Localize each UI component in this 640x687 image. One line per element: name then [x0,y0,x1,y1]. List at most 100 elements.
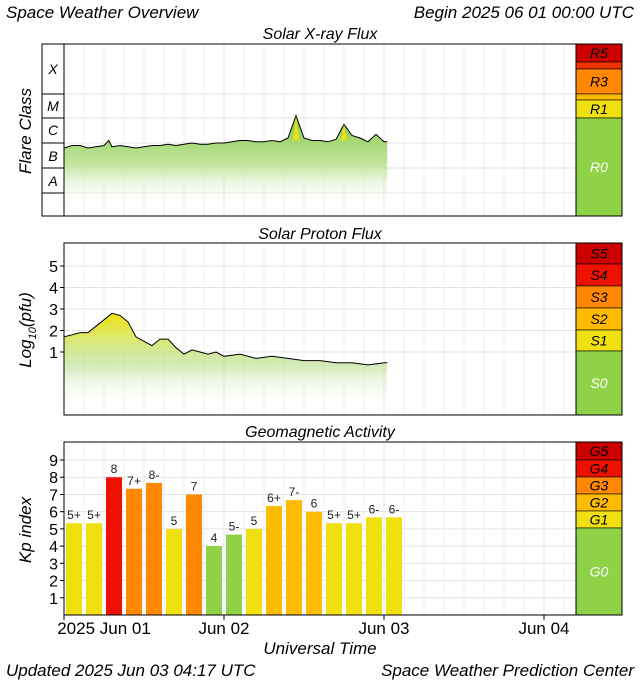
xray-class-label: B [48,148,57,164]
proton-ylabel: Log10(pfu) [16,292,39,368]
kp-bar [326,523,342,615]
xray-class-label: C [48,122,59,138]
kp-bar-label: 6- [389,502,400,516]
kp-bar [186,494,202,615]
proton-flux-area [64,313,388,408]
proton-ytick-label: 3 [49,302,58,319]
kp-bar-label: 4 [211,531,218,545]
xray-scale-r0 [575,117,623,217]
proton-scale-label: S4 [590,267,607,283]
xray-class-label: X [47,61,58,77]
kp-bar-label: 5 [251,514,258,528]
xray-scale-r4 [575,61,623,70]
geomag-border [63,441,623,616]
kp-bar [346,523,362,615]
geomag-ylabel: Kp index [16,496,35,563]
xray-title: Solar X-ray Flux [263,26,379,43]
source-credit: Space Weather Prediction Center [381,661,635,680]
kp-bar [246,528,262,615]
geomag-ytick-label: 6 [49,505,58,522]
kp-bar-label: 5+ [327,508,341,522]
kp-bar-label: 8 [111,462,118,476]
proton-flux-line [63,312,388,366]
xray-ylabel: Flare Class [16,88,35,174]
x-axis-label: Universal Time [263,639,376,658]
kp-bar-label: 6+ [267,491,281,505]
xray-flare-peak [293,115,299,141]
xray-class-label: M [47,98,59,114]
xray-scale-r2 [575,93,623,101]
kp-bar [106,477,122,615]
kp-bar [266,505,282,615]
proton-ytick-label: 2 [49,324,58,341]
kp-bar [306,511,322,615]
xray-border [63,43,623,217]
time-tick-label: Jun 03 [358,619,409,638]
xray-scale-label: R3 [590,74,608,90]
kp-bar-label: 7- [289,485,300,499]
geomag-scale-g0 [575,527,623,616]
kp-bar [86,523,102,615]
kp-bar [206,546,222,615]
geomag-ytick-label: 4 [49,539,58,556]
proton-ytick-label: 5 [49,259,58,276]
kp-bar-label: 7 [191,479,198,493]
time-tick-label: Jun 04 [518,619,569,638]
geomag-scale-label: G3 [590,478,609,494]
proton-title: Solar Proton Flux [258,226,383,243]
geomag-ytick-label: 5 [49,522,58,539]
updated-time: Updated 2025 Jun 03 04:17 UTC [6,661,256,680]
kp-bar-label: 8- [149,468,160,482]
begin-label: Begin [414,3,457,22]
xray-flux-area [64,115,388,206]
geomag-ytick-label: 9 [49,453,58,470]
xray-scale-r3 [575,68,623,95]
proton-scale-label: S0 [590,375,607,391]
kp-bar [126,488,142,615]
kp-bar-label: 5+ [67,508,81,522]
proton-ylabel-main: Log [16,339,35,368]
plot-panels: XMCBAR5R3R1R054321S5S4S3S2S1S09876543215… [41,43,623,616]
begin-value: 2025 06 01 00:00 UTC [461,3,635,22]
geomag-ytick-label: 7 [49,487,58,504]
geomag-ytick-label: 2 [49,574,58,591]
geomag-scale-label: G0 [590,564,609,580]
geomag-ytick-label: 3 [49,556,58,573]
proton-scale-label: S5 [590,246,607,262]
kp-bar [146,482,162,615]
proton-ylabel-sub: 10 [27,326,39,339]
geomag-scale-label: G4 [590,461,609,477]
geomag-ytick-label: 1 [49,591,58,608]
kp-bar [166,528,182,615]
begin-time: Begin 2025 06 01 00:00 UTC [414,3,635,22]
xray-flare-peak [341,124,347,141]
kp-bar-label: 5+ [87,508,101,522]
geomag-scale-label: G1 [590,512,609,528]
time-tick-label: 2025 Jun 01 [57,619,151,638]
xray-flux-line [63,114,388,149]
kp-bar-label: 5+ [347,508,361,522]
updated-label: Updated [6,661,71,680]
geomag-scale-label: G5 [590,443,609,459]
proton-ytick-label: 1 [49,345,58,362]
geomag-title: Geomagnetic Activity [245,424,396,441]
kp-bar [226,534,242,615]
xray-scale-label: R1 [590,101,608,117]
time-axis: 2025 Jun 01 Jun 02 Jun 03 Jun 04 [57,615,570,638]
proton-scale-label: S2 [590,311,607,327]
kp-bar [386,517,402,615]
kp-bar-label: 6 [311,497,318,511]
kp-bar [286,500,302,615]
kp-bar-label: 6- [369,502,380,516]
geomag-ytick-label: 8 [49,470,58,487]
proton-ylabel-tail: (pfu) [16,292,35,327]
xray-scale-label: R5 [590,45,608,61]
page-title: Space Weather Overview [6,3,200,22]
proton-ytick-label: 4 [49,281,58,298]
xray-class-label: A [47,173,57,189]
updated-value: 2025 Jun 03 04:17 UTC [74,661,256,680]
proton-scale-label: S1 [590,333,607,349]
kp-bar-label: 5 [171,514,178,528]
